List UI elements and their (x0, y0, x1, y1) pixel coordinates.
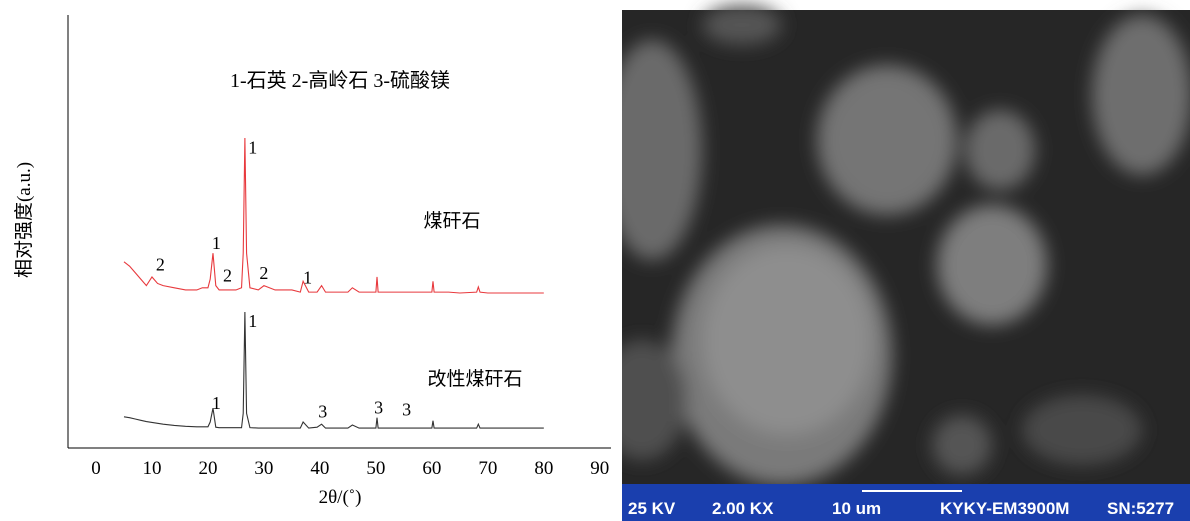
chart-title: 1-石英 2-高岭石 3-硫酸镁 (230, 69, 450, 92)
x-tick-label: 0 (91, 458, 101, 479)
peak-label: 3 (318, 402, 327, 422)
particles (622, 5, 1190, 485)
peak-label: 1 (248, 138, 257, 158)
sem-label: 25 KV (628, 499, 676, 518)
peak-label: 2 (223, 265, 232, 285)
sem-label: SN:5277 (1107, 499, 1174, 518)
info-bar (622, 484, 1190, 521)
peak-label: 1 (248, 311, 257, 331)
peak-label: 3 (374, 397, 383, 417)
sem-label: 2.00 KX (712, 499, 774, 518)
sem-label: KYKY-EM3900M (940, 499, 1069, 518)
x-tick-label: 60 (422, 458, 441, 479)
x-tick-label: 90 (590, 458, 609, 479)
series-label: 煤矸石 (423, 210, 480, 232)
peak-label: 1 (303, 267, 312, 287)
x-tick-label: 40 (310, 458, 329, 479)
peak-label: 1 (212, 393, 221, 413)
y-axis-label: 相对强度(a.u.) (13, 162, 35, 278)
sem-label: 10 um (832, 499, 881, 518)
peak-label: 3 (402, 400, 411, 420)
x-tick-label: 30 (254, 458, 273, 479)
xrd-line (123, 312, 544, 429)
peak-label: 2 (259, 263, 268, 283)
x-tick-label: 80 (534, 458, 553, 479)
peak-label: 2 (156, 254, 165, 274)
x-tick-label: 70 (478, 458, 497, 479)
xrd-line (123, 137, 544, 294)
xrd-chart: 1-石英 2-高岭石 3-硫酸镁 2θ/(˚) 相对强度(a.u.) 0 10 20… (13, 15, 611, 508)
series-label: 改性煤矸石 (427, 368, 522, 390)
x-tick-label: 10 (142, 458, 161, 479)
x-tick-label: 50 (366, 458, 385, 479)
sem-image: 25 KV 2.00 KX 10 um KYKY-EM3900M SN:5277 (622, 5, 1190, 521)
peak-label: 1 (212, 233, 221, 253)
x-tick-label: 20 (198, 458, 217, 479)
x-axis-label: 2θ/(˚) (319, 487, 362, 508)
